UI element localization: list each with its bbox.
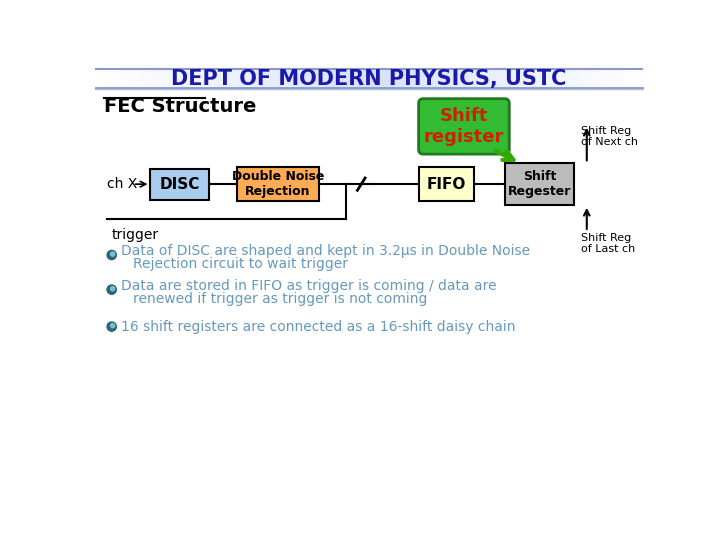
Bar [451,70,461,88]
Bar [233,70,243,88]
Bar [505,164,575,205]
Bar [160,70,170,88]
Text: Shift
Regester: Shift Regester [508,170,571,198]
Bar [260,70,270,88]
Bar [351,70,361,88]
Bar [615,70,624,88]
Bar [242,70,251,88]
Circle shape [107,285,117,294]
Bar [423,70,433,88]
Bar [269,70,279,88]
Bar [178,70,188,88]
Bar [315,70,324,88]
Text: Double Noise
Rejection: Double Noise Rejection [232,170,324,198]
Bar [205,70,215,88]
Circle shape [111,287,114,291]
Bar [396,70,406,88]
FancyBboxPatch shape [418,99,509,154]
Bar [150,70,161,88]
Bar [150,168,209,200]
Bar [505,70,516,88]
Text: Shift Reg
of Last ch: Shift Reg of Last ch [580,233,635,254]
Bar [169,70,179,88]
Text: ch X: ch X [107,177,138,191]
Bar [187,70,197,88]
Bar [296,70,306,88]
Bar [578,70,588,88]
Bar [105,70,115,88]
Circle shape [111,323,114,328]
Circle shape [111,252,114,256]
Bar [596,70,606,88]
Bar [541,70,552,88]
Bar [606,70,616,88]
Bar [342,70,351,88]
Bar [378,70,388,88]
Bar [124,70,133,88]
Bar [114,70,125,88]
Bar [460,70,470,88]
Text: Data are stored in FIFO as trigger is coming / data are: Data are stored in FIFO as trigger is co… [121,279,497,293]
Bar [238,167,319,201]
Text: Rejection circuit to wait trigger: Rejection circuit to wait trigger [132,257,348,271]
Bar [523,70,534,88]
Bar [333,70,343,88]
Bar [569,70,579,88]
Bar [469,70,479,88]
Text: FIFO: FIFO [427,177,466,192]
Bar [323,70,333,88]
Text: Shift
register: Shift register [424,107,504,146]
Text: FEC Structure: FEC Structure [104,97,256,116]
Bar [633,70,642,88]
Bar [223,70,233,88]
Bar [442,70,451,88]
Bar [387,70,397,88]
Bar [405,70,415,88]
Bar [305,70,315,88]
Text: 16 shift registers are connected as a 16-shift daisy chain: 16 shift registers are connected as a 16… [121,320,516,334]
Bar [551,70,561,88]
Bar [496,70,506,88]
Bar [487,70,497,88]
Circle shape [107,322,117,331]
Bar [533,70,543,88]
Bar [215,70,225,88]
Text: Data of DISC are shaped and kept in 3.2μs in Double Noise: Data of DISC are shaped and kept in 3.2μ… [121,244,530,258]
Bar [251,70,261,88]
Bar [287,70,297,88]
Bar [278,70,288,88]
Bar [96,70,106,88]
Bar [142,70,151,88]
Bar [197,70,206,88]
Bar [433,70,443,88]
Bar [369,70,379,88]
Text: DISC: DISC [159,177,199,192]
Bar [415,70,424,88]
Bar [515,70,524,88]
Text: trigger: trigger [112,228,159,242]
Circle shape [107,251,117,260]
Text: DEPT OF MODERN PHYSICS, USTC: DEPT OF MODERN PHYSICS, USTC [171,69,567,89]
Bar [360,70,370,88]
Bar [419,167,474,201]
Bar [560,70,570,88]
Text: renewed if trigger as trigger is not coming: renewed if trigger as trigger is not com… [132,292,427,306]
Text: Shift Reg
of Next ch: Shift Reg of Next ch [580,126,638,147]
Bar [478,70,488,88]
Bar [132,70,143,88]
Bar [624,70,634,88]
Bar [588,70,597,88]
